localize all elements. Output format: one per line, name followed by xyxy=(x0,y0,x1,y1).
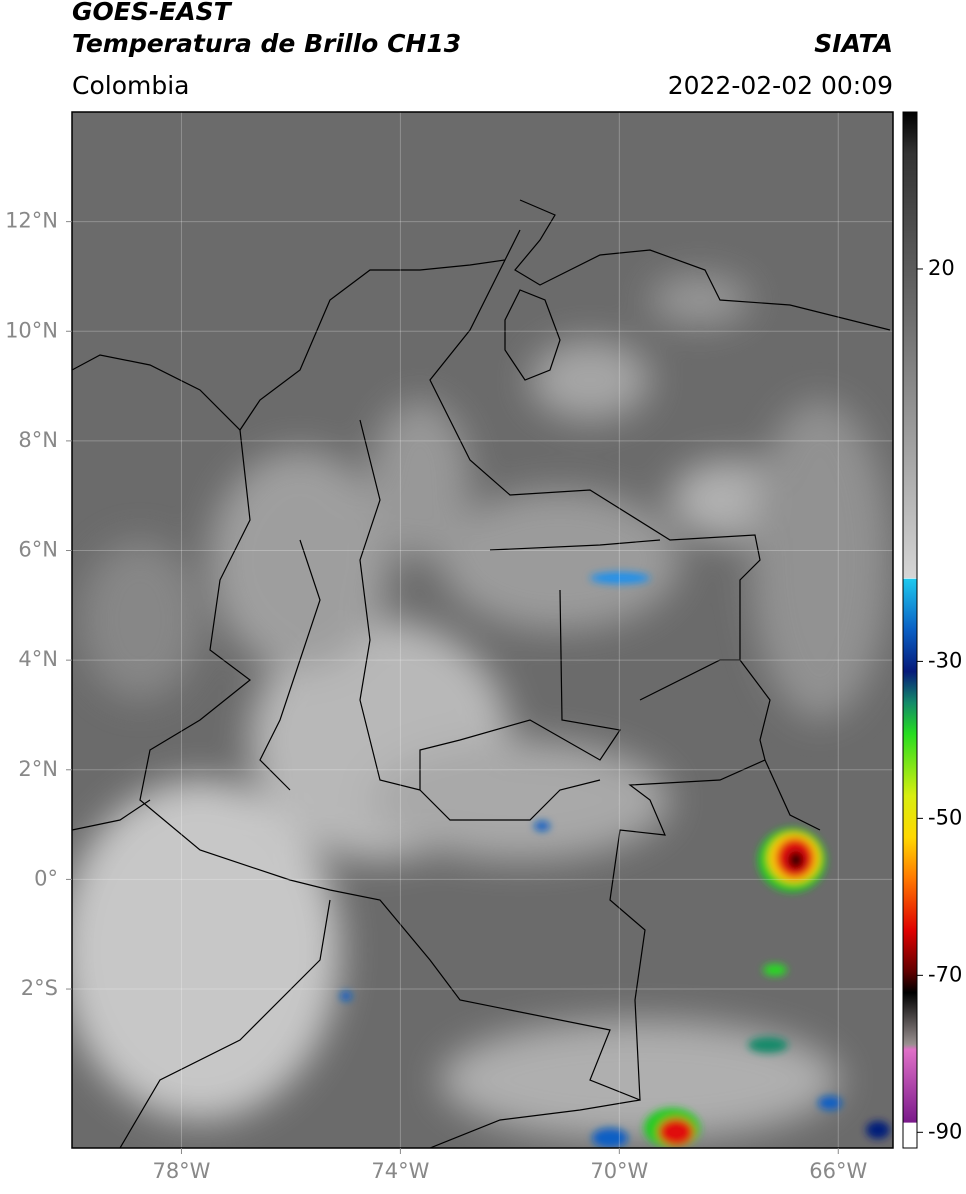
colorbar-tick-label: -30 xyxy=(928,648,962,672)
colorbar xyxy=(902,111,918,1149)
title: GOES-EAST xyxy=(72,0,233,26)
colorbar-tick-label: 20 xyxy=(928,256,955,280)
y-tick-label: 0° xyxy=(34,866,58,890)
satellite-image xyxy=(72,112,893,1148)
y-tick-label: 2°N xyxy=(18,757,58,781)
x-tick-label: 78°W xyxy=(152,1159,210,1183)
colorbar-tick-label: -50 xyxy=(928,805,962,829)
title: Temperatura de Brillo CH13 xyxy=(72,29,461,58)
map-frame xyxy=(71,111,894,1149)
y-tick-label: 2°S xyxy=(21,976,58,1000)
y-tick-label: 10°N xyxy=(5,318,58,342)
region: Colombia xyxy=(72,71,189,100)
y-tick-label: 12°N xyxy=(5,209,58,233)
y-tick-label: 6°N xyxy=(18,538,58,562)
x-tick-label: 74°W xyxy=(371,1159,429,1183)
x-tick-label: 66°W xyxy=(809,1159,867,1183)
source: SIATA xyxy=(814,29,893,58)
y-tick-label: 8°N xyxy=(18,428,58,452)
datetime: 2022-02-02 00:09 xyxy=(668,71,893,100)
graticule xyxy=(72,112,893,1148)
colorbar-tick-label: -70 xyxy=(928,962,962,986)
x-tick-label: 70°W xyxy=(590,1159,648,1183)
colorbar-tick-label: -90 xyxy=(928,1119,962,1143)
y-tick-label: 4°N xyxy=(18,647,58,671)
